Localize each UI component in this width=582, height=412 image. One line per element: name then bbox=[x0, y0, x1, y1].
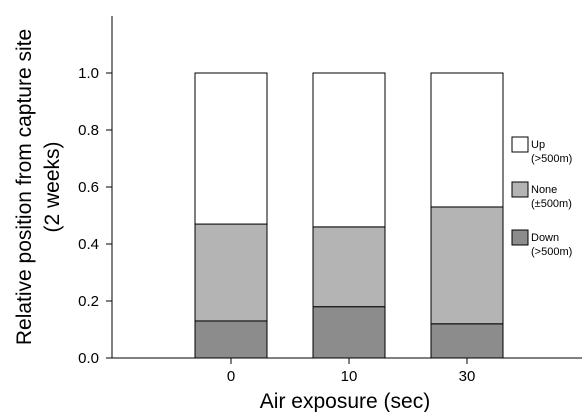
legend-swatch-none bbox=[511, 181, 529, 198]
y-tick-label: 0.2 bbox=[78, 293, 99, 310]
x-tick-label: 30 bbox=[459, 368, 476, 385]
bar-segment-none bbox=[194, 223, 268, 322]
bar-segment-none bbox=[312, 226, 386, 308]
legend: Up (>500m) None (±500m) Down (>500m) bbox=[511, 136, 572, 258]
y-tick-label: 0.0 bbox=[78, 350, 99, 367]
bar-segment-up bbox=[430, 72, 504, 208]
bars bbox=[194, 72, 504, 359]
legend-swatch-down bbox=[511, 229, 529, 246]
x-ticks: 0 10 30 bbox=[227, 358, 476, 385]
legend-sublabel-up: (>500m) bbox=[531, 153, 572, 165]
y-ticks: 0.0 0.2 0.4 0.6 0.8 1.0 bbox=[78, 65, 112, 367]
y-tick-label: 0.6 bbox=[78, 179, 99, 196]
bar-segment-up bbox=[194, 72, 268, 225]
legend-sublabel-none: (±500m) bbox=[531, 198, 572, 210]
x-tick-label: 0 bbox=[227, 368, 235, 385]
y-tick-label: 1.0 bbox=[78, 65, 99, 82]
legend-label-down: Down bbox=[531, 232, 559, 244]
y-axis-title-line1: Relative position from capture site bbox=[13, 29, 36, 345]
bar-segment-up bbox=[312, 72, 386, 228]
x-axis-title: Air exposure (sec) bbox=[260, 390, 430, 412]
bar-segment-down bbox=[194, 320, 268, 359]
legend-swatch-up bbox=[511, 136, 529, 153]
plot-area: 0.0 0.2 0.4 0.6 0.8 1.0 0 10 30 bbox=[78, 16, 582, 385]
x-tick-label: 10 bbox=[341, 368, 358, 385]
y-axis-title-line2: (2 weeks) bbox=[41, 141, 64, 232]
legend-sublabel-down: (>500m) bbox=[531, 246, 572, 258]
bar-segment-none bbox=[430, 206, 504, 325]
y-tick-label: 0.8 bbox=[78, 122, 99, 139]
bar-segment-down bbox=[312, 306, 386, 359]
legend-label-none: None bbox=[531, 184, 557, 196]
legend-label-up: Up bbox=[531, 139, 545, 151]
y-tick-label: 0.4 bbox=[78, 236, 99, 253]
bar-segment-down bbox=[430, 323, 504, 359]
